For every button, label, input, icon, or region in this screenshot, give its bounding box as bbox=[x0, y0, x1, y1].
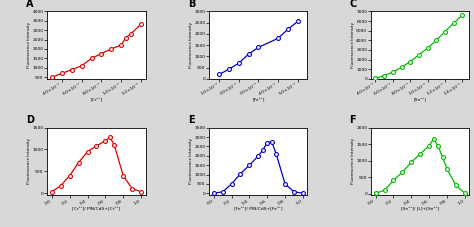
Text: D: D bbox=[26, 115, 34, 125]
Text: C: C bbox=[349, 0, 357, 9]
Y-axis label: Fluorescence Intensity: Fluorescence Intensity bbox=[351, 138, 355, 185]
X-axis label: [Sn²⁺]: [Sn²⁺] bbox=[414, 98, 427, 102]
Text: A: A bbox=[26, 0, 33, 9]
Text: F: F bbox=[349, 115, 356, 125]
Y-axis label: Fluorescence Intensity: Fluorescence Intensity bbox=[27, 138, 31, 185]
Y-axis label: Fluorescence Intensity: Fluorescence Intensity bbox=[189, 138, 193, 185]
X-axis label: [Sn²⁺]/ [L]+[Sn²⁺]: [Sn²⁺]/ [L]+[Sn²⁺] bbox=[401, 207, 439, 212]
Text: E: E bbox=[188, 115, 194, 125]
X-axis label: [Cr²⁺]: [Cr²⁺] bbox=[91, 98, 102, 102]
Y-axis label: Fluorescence Intensity: Fluorescence Intensity bbox=[189, 22, 193, 68]
X-axis label: [Fe³⁺]: [Fe³⁺] bbox=[252, 98, 264, 102]
X-axis label: [Cr³⁺]/ PIN/CdS+[Cr³⁺]: [Cr³⁺]/ PIN/CdS+[Cr³⁺] bbox=[73, 207, 120, 212]
Text: B: B bbox=[188, 0, 195, 9]
X-axis label: [Fe³⁺]/ PIN/CdS+[Fe³⁺]: [Fe³⁺]/ PIN/CdS+[Fe³⁺] bbox=[234, 207, 283, 212]
Y-axis label: Fluorescence Intensity: Fluorescence Intensity bbox=[27, 22, 31, 68]
Y-axis label: Fluorescence Intensity: Fluorescence Intensity bbox=[351, 22, 355, 68]
